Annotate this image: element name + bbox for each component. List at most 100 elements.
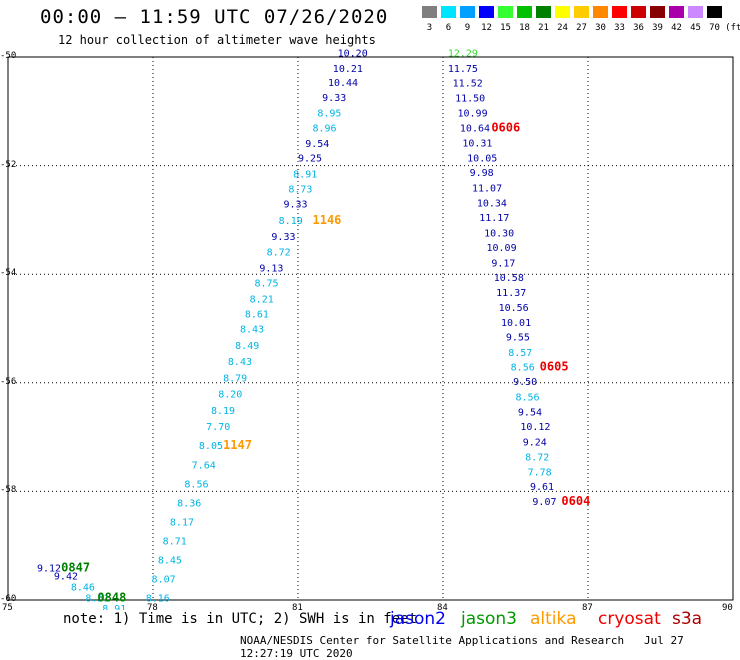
swh-point-label: 9.33 (271, 232, 295, 243)
swh-point-label: 8.17 (170, 517, 194, 528)
swh-point-label: 8.91 (102, 604, 126, 615)
swh-point-label: 9.61 (530, 482, 554, 493)
swh-point-label: 8.19 (211, 406, 235, 417)
swh-point-label: 8.43 (240, 325, 264, 336)
x-tick-label: 78 (147, 603, 158, 613)
swh-point-label: 9.07 (532, 497, 556, 508)
swh-point-label: 9.50 (513, 377, 537, 388)
swh-point-label: 12.55 (443, 19, 473, 30)
y-tick-label: -50 (0, 51, 17, 61)
swh-point-label: 8.73 (288, 184, 312, 195)
swh-point-label: 8.16 (146, 593, 170, 604)
colorbar-swatch (498, 6, 513, 18)
time-label: 1145 (387, 1, 416, 15)
swh-point-label: 7.19 (157, 637, 181, 648)
legend-altika: altika (530, 609, 577, 629)
swh-point-label: 8.72 (525, 453, 549, 464)
swh-point-label: 11.52 (453, 79, 483, 90)
swh-point-label: 10.12 (520, 422, 550, 433)
y-tick-label: -56 (0, 376, 17, 387)
swh-point-label: 12.1 (731, 8, 740, 19)
chart-subtitle: 12 hour collection of altimeter wave hei… (58, 33, 376, 47)
legend-cryosat: cryosat (598, 609, 661, 629)
swh-point-label: 7.70 (206, 422, 230, 433)
time-label: 0605 (540, 360, 569, 374)
swh-point-label: 8.20 (218, 390, 242, 401)
data-labels: 9.129.428.468.518.918.687.437.357.137.19… (37, 1, 740, 648)
swh-point-label: 10.44 (328, 78, 358, 89)
legend-s3a: s3a (672, 609, 703, 629)
swh-point-label: 10.31 (462, 138, 492, 149)
swh-point-label: 8.45 (158, 555, 182, 566)
y-tick-label: -58 (0, 485, 17, 496)
swh-point-label: 8.07 (152, 574, 176, 585)
swh-point-label: 8.91 (293, 170, 317, 181)
x-tick-label: 90 (722, 603, 733, 613)
colorbar-label: 27 (576, 23, 587, 33)
legend-jason2: jason2 (390, 609, 446, 629)
swh-point-label: 11.37 (496, 288, 526, 299)
colorbar-label: 9 (464, 23, 471, 33)
y-tick-label: -52 (0, 159, 17, 170)
swh-point-label: 11.17 (479, 213, 509, 224)
swh-point-label: 10.22 (344, 34, 374, 45)
colorbar-swatch (612, 6, 627, 18)
colorbar-swatch (555, 6, 570, 18)
swh-point-label: 8.46 (71, 582, 95, 593)
colorbar-label: 42 (671, 23, 682, 33)
colorbar-swatch (631, 6, 646, 18)
colorbar-swatch (593, 6, 608, 18)
colorbar-label: 24 (557, 23, 568, 33)
swh-point-label: 8.96 (313, 124, 337, 135)
swh-point-label: 8.61 (245, 309, 269, 320)
colorbar-label: 45 (690, 23, 701, 33)
footer-credit: NOAA/NESDIS Center for Satellite Applica… (240, 634, 625, 647)
swh-point-label: 8.51 (85, 593, 109, 604)
colorbar-label: 30 (595, 23, 606, 33)
swh-point-label: 8.21 (250, 295, 274, 306)
swh-point-label: 10.20 (338, 49, 368, 60)
colorbar-label: 39 (652, 23, 663, 33)
swh-point-label: 11.07 (472, 183, 502, 194)
swh-point-label: 8.56 (511, 363, 535, 374)
time-label: 0604 (561, 494, 590, 508)
y-tick-label: -54 (0, 268, 17, 279)
swh-point-label: 12.09 (443, 34, 473, 45)
swh-point-label: 10.58 (494, 273, 524, 284)
chart-title: 00:00 – 11:59 UTC 07/26/2020 (40, 6, 389, 28)
colorbar-swatch (650, 6, 665, 18)
swh-point-label: 8.36 (177, 498, 201, 509)
x-tick-label: 81 (292, 603, 303, 613)
swh-point-label: 7.78 (528, 467, 552, 478)
swh-point-label: 9.24 (523, 437, 547, 448)
x-tick-label: 84 (437, 603, 448, 613)
swh-point-label: 9.33 (322, 93, 346, 104)
swh-point-label: 8.05 (199, 441, 223, 452)
time-label: 0606 (479, 17, 508, 31)
y-tick-label: -60 (0, 594, 17, 604)
note-text: note: 1) Time is in UTC; 2) SWH is in fe… (63, 611, 418, 627)
swh-point-label: 8.57 (508, 348, 532, 359)
swh-point-label: 9.42 (54, 572, 78, 583)
swh-point-label: 11.50 (455, 94, 485, 105)
legend-jason3: jason3 (461, 609, 517, 629)
colorbar-swatch (536, 6, 551, 18)
swh-point-label: 9.98 (470, 168, 494, 179)
colorbar-swatch (479, 6, 494, 18)
time-label: 1147 (223, 438, 252, 452)
time-label: 0847 (61, 560, 90, 574)
colorbar-label: 33 (614, 23, 625, 33)
colorbar-unit: (ft) (725, 23, 740, 33)
plot-frame (7, 56, 734, 601)
swh-point-label: 10.01 (501, 318, 531, 329)
colorbar-label: 18 (519, 23, 530, 33)
swh-point-label: 8.49 (235, 341, 259, 352)
x-tick-label: 87 (582, 603, 593, 613)
swh-point-label: 8.56 (184, 479, 208, 490)
swh-point-label: 7.13 (142, 629, 166, 640)
swh-point-label: 10.34 (477, 199, 507, 210)
swh-point-label: 8.79 (223, 373, 247, 384)
colorbar-label: 15 (500, 23, 511, 33)
swh-point-label: 11.11 (349, 19, 379, 30)
